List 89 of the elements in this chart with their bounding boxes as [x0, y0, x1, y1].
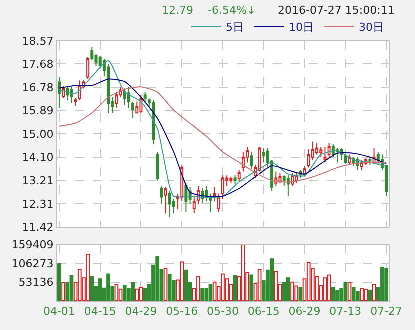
bar — [380, 267, 384, 301]
y-tick-label: 53136 — [18, 276, 54, 290]
x-tick-label: 04-29 — [125, 305, 158, 318]
candlestick — [336, 148, 339, 164]
y-tick-label: 18.57 — [22, 34, 54, 48]
candlestick — [344, 154, 348, 164]
bar — [156, 256, 160, 301]
bar — [368, 290, 372, 301]
candlestick — [324, 146, 327, 164]
bar — [184, 270, 188, 301]
x-tick-label: 05-16 — [166, 305, 198, 318]
candlestick — [58, 76, 61, 109]
bar — [208, 284, 213, 301]
text: 12.79 — [162, 4, 194, 17]
x-tick-label: 06-15 — [248, 305, 280, 318]
candlestick — [144, 92, 147, 104]
text: 2016-07-27 15:00:11 — [278, 4, 395, 17]
bar — [143, 288, 148, 301]
candlestick — [209, 193, 212, 213]
candlestick — [164, 186, 168, 214]
candlestick — [286, 175, 290, 197]
x-tick-label: 04-15 — [84, 305, 116, 318]
y-tick-label: 13.21 — [22, 174, 54, 188]
bar — [336, 290, 340, 301]
bar — [204, 288, 209, 301]
candlestick — [152, 100, 155, 145]
x-tick-label: 07-27 — [370, 305, 403, 318]
bar — [122, 285, 127, 301]
candlestick — [74, 98, 78, 107]
candlestick — [230, 176, 233, 184]
bar — [298, 287, 303, 301]
bar — [98, 278, 102, 301]
y-tick-label: 17.68 — [22, 58, 54, 72]
bar — [106, 274, 110, 301]
bar — [331, 287, 336, 301]
bar — [70, 275, 74, 301]
candlestick — [262, 148, 266, 164]
bar — [90, 276, 94, 301]
candlestick — [86, 56, 90, 80]
y-tick-label: 15.89 — [22, 104, 54, 118]
candlestick — [127, 86, 130, 109]
bar — [270, 258, 274, 301]
candlestick — [123, 88, 126, 106]
y-tick-label: 14.10 — [22, 151, 54, 164]
candlestick — [132, 101, 135, 119]
legend-label: 5日 — [226, 20, 244, 34]
candlestick — [238, 170, 241, 182]
candlestick — [234, 175, 237, 186]
candlestick — [156, 152, 160, 182]
bar — [384, 268, 388, 301]
candlestick — [70, 86, 74, 104]
candlestick — [250, 152, 254, 170]
bar — [131, 282, 135, 301]
bar — [233, 275, 238, 301]
bar — [344, 282, 348, 301]
bar — [352, 287, 356, 301]
x-tick-label: 07-13 — [330, 305, 362, 318]
x-tick-label: 04-01 — [43, 305, 76, 318]
candlestick — [274, 171, 278, 187]
candlestick — [184, 182, 188, 213]
bar — [356, 290, 360, 301]
candlestick — [328, 142, 331, 158]
y-tick-label: 106273 — [12, 257, 54, 270]
bar — [200, 288, 204, 301]
y-tick-label: 11.42 — [22, 221, 54, 234]
x-tick-label: 05-30 — [207, 305, 239, 318]
bar — [250, 274, 254, 301]
y-tick-label: 12.31 — [22, 198, 54, 211]
legend-label: 10日 — [289, 20, 314, 34]
candlestick — [222, 175, 224, 200]
line-series — [58, 86, 388, 183]
bar — [168, 274, 172, 301]
candlestick — [168, 190, 172, 218]
candlestick — [192, 196, 196, 214]
legend-label: 30日 — [359, 20, 384, 34]
candlestick — [217, 193, 220, 213]
candlestick — [66, 86, 70, 101]
candlestick — [160, 186, 164, 205]
y-tick-label: 15.00 — [22, 128, 54, 141]
y-tick-label: 16.78 — [22, 81, 54, 94]
text: -6.54%↓ — [208, 4, 256, 17]
candlestick — [368, 156, 372, 166]
candlestick — [278, 172, 282, 184]
candlestick — [320, 146, 323, 158]
x-tick-label: 06-29 — [288, 305, 321, 318]
bar — [286, 278, 290, 301]
y-tick-label: 159409 — [12, 238, 54, 252]
candlestick — [213, 186, 216, 202]
bar — [58, 264, 62, 301]
